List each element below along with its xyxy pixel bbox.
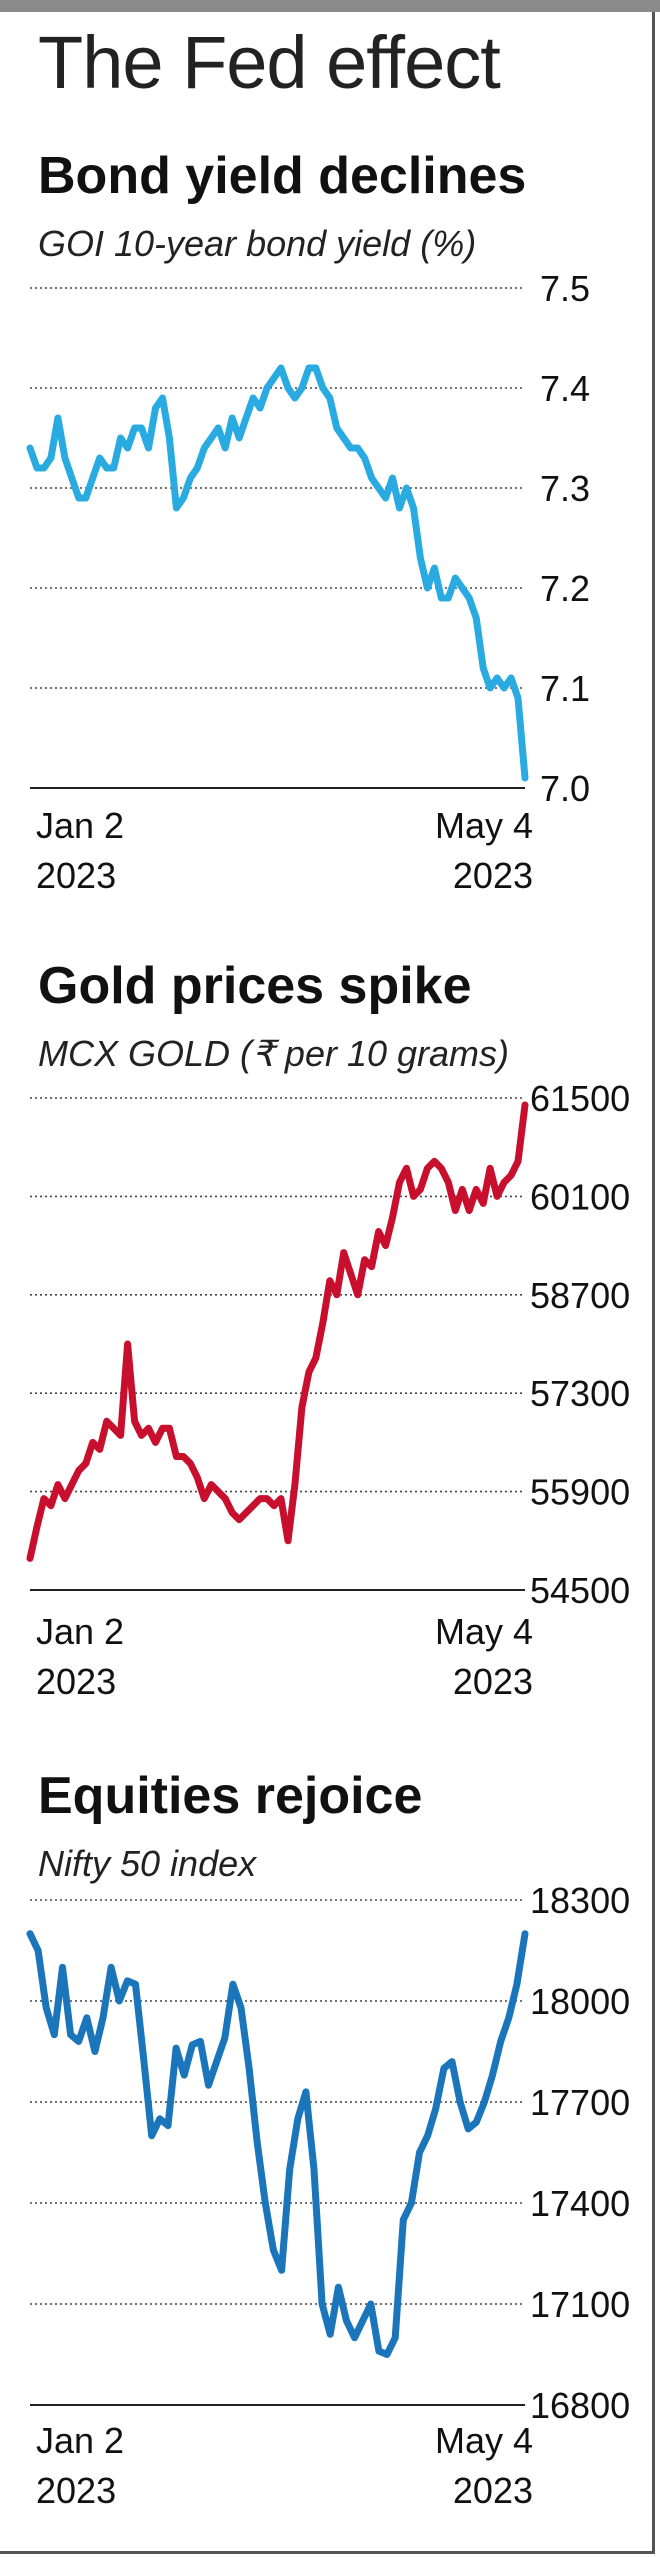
x-end-label: May 4	[435, 1611, 533, 1652]
y-tick-label: 18300	[530, 1880, 630, 1921]
y-tick-label: 7.1	[540, 668, 590, 709]
y-tick-label: 61500	[530, 1078, 630, 1119]
y-tick-label: 7.0	[540, 768, 590, 809]
x-end-label: May 4	[435, 2420, 533, 2461]
series-line	[26, 1101, 529, 1562]
x-start-label: Jan 2	[36, 805, 124, 846]
x-end-label: 2023	[453, 855, 533, 896]
chart-subtitle: GOI 10-year bond yield (%)	[38, 223, 477, 264]
gold-price-chart: 61500 60100 58700 57300 55900 54500 Jan 2 2023 M…	[26, 1078, 630, 1702]
y-tick-label: 60100	[530, 1176, 630, 1217]
y-tick-label: 57300	[530, 1373, 630, 1414]
bond-yield-chart: 7.5 7.4 7.3 7.2 7.1 7.0 Jan 2 2023 May 4 2023	[26, 268, 590, 896]
x-start-label: 2023	[36, 855, 116, 896]
x-end-label: 2023	[453, 1661, 533, 1702]
x-start-label: 2023	[36, 1661, 116, 1702]
y-tick-label: 54500	[530, 1570, 630, 1611]
series-line	[26, 364, 529, 782]
y-tick-label: 16800	[530, 2385, 630, 2426]
chart-title: Gold prices spike	[38, 957, 472, 1015]
chart-title: Equities rejoice	[38, 1767, 423, 1825]
y-tick-label: 58700	[530, 1275, 630, 1316]
series-line	[26, 1930, 529, 2358]
y-tick-label: 17100	[530, 2284, 630, 2325]
chart-title: Bond yield declines	[38, 147, 527, 205]
page-title: The Fed effect	[38, 21, 501, 104]
chart-subtitle: MCX GOLD (₹ per 10 grams)	[38, 1033, 510, 1074]
x-end-label: May 4	[435, 805, 533, 846]
y-tick-label: 7.5	[540, 268, 590, 309]
y-tick-label: 17400	[530, 2183, 630, 2224]
x-start-label: Jan 2	[36, 1611, 124, 1652]
y-tick-label: 7.3	[540, 468, 590, 509]
y-tick-label: 18000	[530, 1981, 630, 2022]
x-end-label: 2023	[453, 2470, 533, 2511]
top-bar	[0, 0, 660, 12]
y-tick-label: 7.4	[540, 368, 590, 409]
x-start-label: 2023	[36, 2470, 116, 2511]
x-start-label: Jan 2	[36, 2420, 124, 2461]
y-tick-label: 17700	[530, 2082, 630, 2123]
page-frame	[0, 12, 655, 2554]
y-tick-label: 55900	[530, 1472, 630, 1513]
y-tick-label: 7.2	[540, 568, 590, 609]
chart-subtitle: Nifty 50 index	[38, 1843, 257, 1884]
